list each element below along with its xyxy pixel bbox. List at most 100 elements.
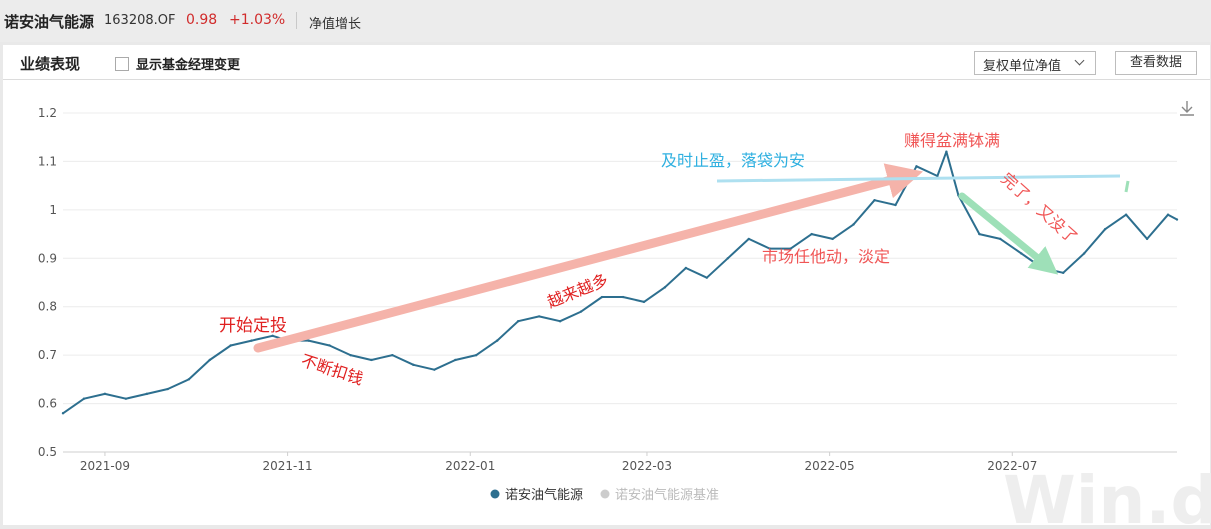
data-point: [61, 412, 65, 415]
data-point: [1175, 218, 1179, 221]
data-point: [579, 310, 583, 313]
x-tick-label: 2021-11: [263, 459, 313, 473]
data-point: [1041, 266, 1044, 270]
series-line-fund: [62, 150, 1178, 415]
annotation-earn-full: 赚得盆满钵满: [904, 131, 1000, 150]
download-icon[interactable]: [1180, 101, 1194, 116]
data-point: [496, 339, 499, 342]
y-tick-label: 1.1: [38, 154, 57, 168]
take-profit-line: [716, 174, 1121, 183]
fund-nav-value: 0.98: [186, 12, 218, 28]
annotation-start: 开始定投: [219, 316, 287, 336]
legend-label-fund: 诺安油气能源: [505, 487, 583, 503]
x-tick-label: 2022-03: [622, 459, 672, 473]
legend-marker-benchmark: [600, 489, 610, 499]
performance-panel: 业绩表现 显示基金经理变更 复权单位净值 查看数据: [3, 45, 1210, 525]
data-point: [208, 358, 211, 362]
y-tick-label: 0.6: [38, 397, 57, 411]
data-point: [475, 353, 478, 357]
data-point: [747, 237, 750, 241]
manager-change-label[interactable]: 显示基金经理变更: [136, 58, 241, 73]
y-tick-label: 0.7: [38, 348, 57, 362]
data-point: [621, 295, 625, 299]
data-point: [663, 286, 667, 289]
data-point: [999, 237, 1002, 241]
y-tick-label: 0.9: [38, 251, 57, 265]
data-point: [1166, 213, 1170, 216]
y-tick-label: 0.8: [38, 300, 57, 314]
growth-arrow: [253, 163, 924, 353]
panel-title: 业绩表现: [20, 55, 81, 73]
manager-change-checkbox[interactable]: [115, 57, 129, 71]
data-point: [103, 392, 107, 396]
nav-type-dropdown[interactable]: 复权单位净值: [974, 51, 1096, 75]
data-point: [1124, 213, 1128, 216]
data-point: [894, 203, 897, 207]
y-tick-label: 0.5: [38, 445, 57, 459]
data-point: [558, 320, 562, 323]
nav-type-value: 复权单位净值: [983, 59, 1062, 74]
data-point: [187, 378, 190, 381]
data-point: [433, 368, 436, 371]
data-point: [915, 165, 918, 168]
data-point: [82, 397, 86, 400]
data-point: [229, 344, 232, 347]
data-point: [328, 344, 331, 347]
view-data-button[interactable]: 查看数据: [1115, 51, 1197, 75]
data-point: [537, 315, 541, 318]
data-point: [516, 320, 520, 323]
data-point: [271, 334, 274, 337]
wind-watermark: Win.d: [1003, 462, 1211, 529]
y-tick-label: 1: [49, 203, 57, 217]
x-tick-label: 2022-07: [987, 459, 1037, 473]
fund-change-percent: +1.03%: [229, 12, 286, 28]
header-divider: [296, 12, 297, 29]
data-point: [600, 295, 604, 299]
data-point: [945, 150, 948, 153]
data-point: [370, 358, 373, 362]
data-point: [454, 358, 457, 362]
header-divider-line: [3, 79, 1210, 80]
data-point: [831, 237, 834, 241]
annotation-more-and-more: 越来越多: [544, 270, 610, 312]
x-tick-label: 2021-09: [80, 459, 130, 473]
data-point: [307, 339, 310, 342]
x-tick-label: 2022-05: [805, 459, 855, 473]
fund-code: 163208.OF: [104, 13, 176, 28]
data-point: [1145, 237, 1149, 241]
x-tick-label: 2022-01: [445, 459, 495, 473]
data-point: [873, 198, 876, 202]
growth-tab[interactable]: 净值增长: [309, 17, 362, 32]
data-point: [1020, 252, 1023, 255]
y-tick-label: 1.2: [38, 106, 57, 120]
data-point: [145, 392, 149, 396]
annotation-take-profit: 及时止盈，落袋为安: [661, 151, 805, 170]
data-point: [768, 247, 771, 250]
data-point: [936, 174, 939, 178]
data-point: [166, 387, 170, 391]
data-point: [789, 247, 792, 250]
data-point: [1103, 228, 1107, 231]
data-point: [391, 353, 394, 357]
fund-name: 诺安油气能源: [4, 13, 95, 31]
data-point: [810, 232, 813, 236]
data-point: [124, 397, 128, 400]
tick-mark-decoration: [1124, 180, 1130, 193]
data-point: [412, 363, 415, 367]
decline-arrow: [958, 192, 1059, 275]
data-point: [726, 257, 730, 260]
data-point: [684, 266, 688, 270]
data-point: [705, 276, 709, 279]
data-point: [1082, 252, 1086, 255]
data-point: [250, 339, 253, 342]
legend-label-benchmark: 诺安油气能源基准: [615, 487, 719, 503]
data-point: [1062, 271, 1065, 275]
data-point: [349, 353, 352, 357]
legend-marker-fund: [490, 489, 500, 499]
fund-header: 诺安油气能源 163208.OF 0.98 +1.03% 净值增长: [0, 0, 1211, 42]
data-point: [852, 223, 855, 226]
annotation-market-drift: 市场任他动，淡定: [762, 247, 890, 266]
data-point: [978, 232, 981, 236]
data-point: [642, 300, 646, 304]
